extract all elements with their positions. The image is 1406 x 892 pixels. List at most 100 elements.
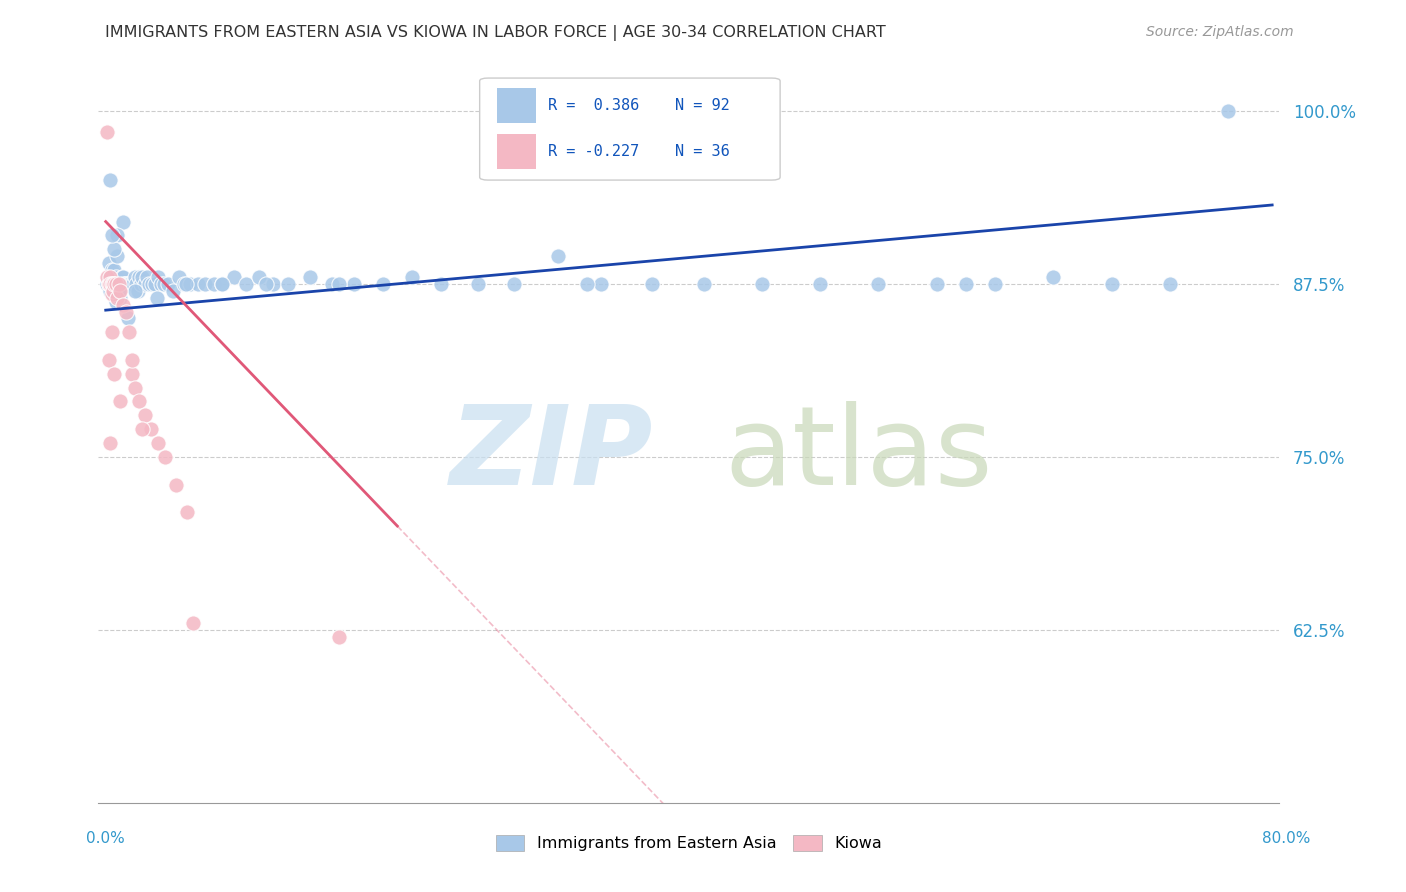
Point — [321, 277, 343, 291]
Point — [98, 436, 121, 450]
Point — [98, 277, 121, 291]
Point — [1101, 277, 1123, 291]
Point — [277, 277, 299, 291]
Point — [111, 277, 134, 291]
Point — [153, 277, 176, 291]
Point — [135, 269, 157, 284]
Point — [235, 277, 257, 291]
Point — [105, 277, 128, 291]
Point — [955, 277, 977, 291]
Point — [104, 294, 127, 309]
Point — [1159, 277, 1181, 291]
Point — [97, 256, 120, 270]
Point — [97, 277, 120, 291]
Point — [118, 277, 141, 291]
Point — [430, 277, 453, 291]
Point — [108, 277, 131, 291]
Point — [110, 277, 132, 291]
Text: 80.0%: 80.0% — [1263, 831, 1310, 846]
Point — [868, 277, 890, 291]
Point — [128, 394, 150, 409]
Point — [96, 269, 118, 284]
Point — [118, 326, 141, 340]
Point — [103, 277, 125, 291]
Point — [127, 284, 149, 298]
Point — [187, 277, 209, 291]
Point — [328, 630, 350, 644]
Text: ZIP: ZIP — [450, 401, 654, 508]
Point — [98, 269, 121, 284]
Point — [371, 277, 394, 291]
Point — [111, 269, 134, 284]
Point — [167, 269, 190, 284]
Point — [128, 269, 150, 284]
Point — [105, 291, 128, 305]
Point — [1218, 103, 1240, 118]
Point — [751, 277, 773, 291]
Point — [145, 291, 167, 305]
Point — [108, 277, 131, 291]
Point — [105, 249, 128, 263]
Point — [101, 277, 124, 291]
Point — [211, 277, 233, 291]
Point — [143, 277, 166, 291]
Point — [97, 277, 120, 291]
Point — [575, 277, 598, 291]
Point — [984, 277, 1007, 291]
Point — [100, 277, 122, 291]
Point — [124, 381, 146, 395]
Point — [100, 228, 122, 243]
Point — [173, 277, 195, 291]
Point — [181, 615, 204, 630]
Point — [138, 277, 160, 291]
Point — [97, 353, 120, 368]
Point — [148, 269, 170, 284]
Point — [103, 367, 125, 381]
Point — [1042, 269, 1064, 284]
Point — [98, 284, 121, 298]
Point — [211, 277, 233, 291]
Point — [328, 277, 350, 291]
Point — [155, 450, 177, 464]
Point — [165, 477, 187, 491]
Point — [121, 353, 143, 368]
Point — [104, 269, 127, 284]
Point — [100, 286, 122, 301]
Point — [342, 277, 364, 291]
Point — [103, 242, 125, 256]
Point — [112, 214, 135, 228]
Point — [124, 284, 146, 298]
Point — [112, 269, 135, 284]
Point — [101, 284, 124, 298]
Text: IMMIGRANTS FROM EASTERN ASIA VS KIOWA IN LABOR FORCE | AGE 30-34 CORRELATION CHA: IMMIGRANTS FROM EASTERN ASIA VS KIOWA IN… — [105, 25, 886, 41]
Point — [222, 269, 245, 284]
Point — [117, 277, 139, 291]
Point — [131, 269, 153, 284]
Point — [134, 277, 156, 291]
Point — [134, 409, 156, 423]
Point — [298, 269, 321, 284]
Point — [148, 436, 170, 450]
Point — [591, 277, 613, 291]
Point — [117, 311, 139, 326]
Point — [115, 304, 138, 318]
Point — [98, 269, 121, 284]
Point — [503, 277, 526, 291]
Point — [110, 291, 132, 305]
Point — [176, 505, 198, 519]
Point — [131, 422, 153, 436]
Text: 0.0%: 0.0% — [86, 831, 125, 846]
Point — [925, 277, 948, 291]
Point — [108, 284, 131, 298]
Point — [247, 269, 270, 284]
Point — [103, 277, 125, 291]
Point — [202, 277, 225, 291]
Point — [100, 277, 122, 291]
Point — [112, 297, 135, 311]
Text: Source: ZipAtlas.com: Source: ZipAtlas.com — [1146, 25, 1294, 39]
Point — [467, 277, 489, 291]
Point — [114, 277, 136, 291]
Point — [139, 422, 162, 436]
Point — [179, 277, 201, 291]
Point — [96, 125, 118, 139]
